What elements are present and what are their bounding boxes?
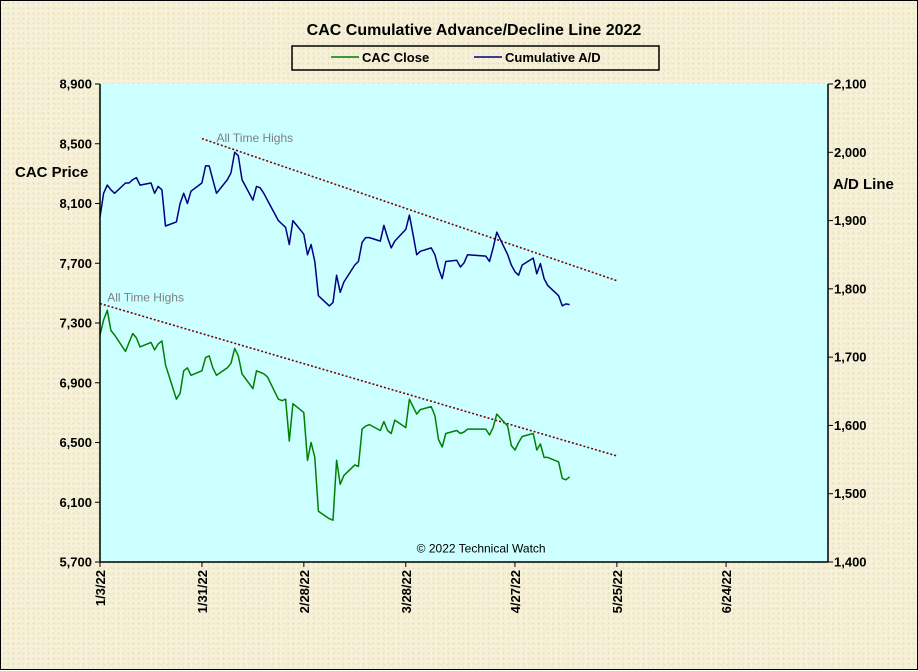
copyright-note: © 2022 Technical Watch	[417, 541, 546, 555]
y-right-tick-label: 1,500	[834, 486, 867, 501]
y-left-tick-label: 7,700	[59, 256, 92, 271]
y-right-tick-label: 1,600	[834, 418, 867, 433]
y-left-tick-label: 6,900	[59, 375, 92, 390]
legend-box	[291, 45, 660, 71]
x-tick-label: 5/25/22	[610, 570, 625, 613]
y-right-tick-label: 1,800	[834, 281, 867, 296]
legend-label-cac-close: CAC Close	[362, 50, 429, 65]
plot-area	[100, 84, 828, 562]
y-right-tick-label: 2,100	[834, 77, 867, 92]
trendline-ad	[201, 137, 618, 282]
legend-label-cumulative-ad: Cumulative A/D	[505, 50, 601, 65]
y-left-tick-label: 8,900	[59, 77, 92, 92]
series-line-cac-close	[99, 309, 571, 521]
chart-title: CAC Cumulative Advance/Decline Line 2022	[307, 22, 642, 39]
y-left-tick-label: 8,100	[59, 196, 92, 211]
y-left-tick-label: 8,500	[59, 136, 92, 151]
y-right-tick-label: 1,400	[834, 555, 867, 570]
y-left-tick-label: 6,100	[59, 495, 92, 510]
y-axis-left-title: CAC Price	[15, 164, 88, 181]
y-left-tick-label: 7,300	[59, 316, 92, 331]
annotation-all-time-highs: All Time Highs	[216, 131, 293, 145]
y-left-tick-label: 6,500	[59, 435, 92, 450]
y-axis-right-title: A/D Line	[833, 176, 894, 193]
trendline-cac	[99, 302, 618, 457]
y-left-tick-label: 5,700	[59, 555, 92, 570]
legend: CAC Close Cumulative A/D	[291, 45, 660, 71]
trendlines	[99, 137, 618, 457]
x-tick-label: 1/3/22	[93, 570, 108, 606]
y-right-tick-label: 1,900	[834, 213, 867, 228]
series-line-cumulative-ad	[99, 151, 570, 307]
annotations: All Time Highs All Time Highs © 2022 Techn…	[107, 131, 545, 555]
x-tick-label: 2/28/22	[297, 570, 312, 613]
axes: 5,700 6,100 6,500 6,900 7,300 7,700 8,100 8,500…	[59, 77, 866, 614]
x-tick-label: 6/24/22	[719, 570, 734, 613]
x-tick-label: 1/31/22	[195, 570, 210, 613]
x-tick-label: 3/28/22	[399, 570, 414, 613]
series-lines	[99, 151, 571, 521]
annotation-all-time-highs: All Time Highs	[107, 290, 184, 304]
y-right-tick-label: 1,700	[834, 350, 867, 365]
y-right-tick-label: 2,000	[834, 145, 867, 160]
x-tick-label: 4/27/22	[508, 570, 523, 613]
